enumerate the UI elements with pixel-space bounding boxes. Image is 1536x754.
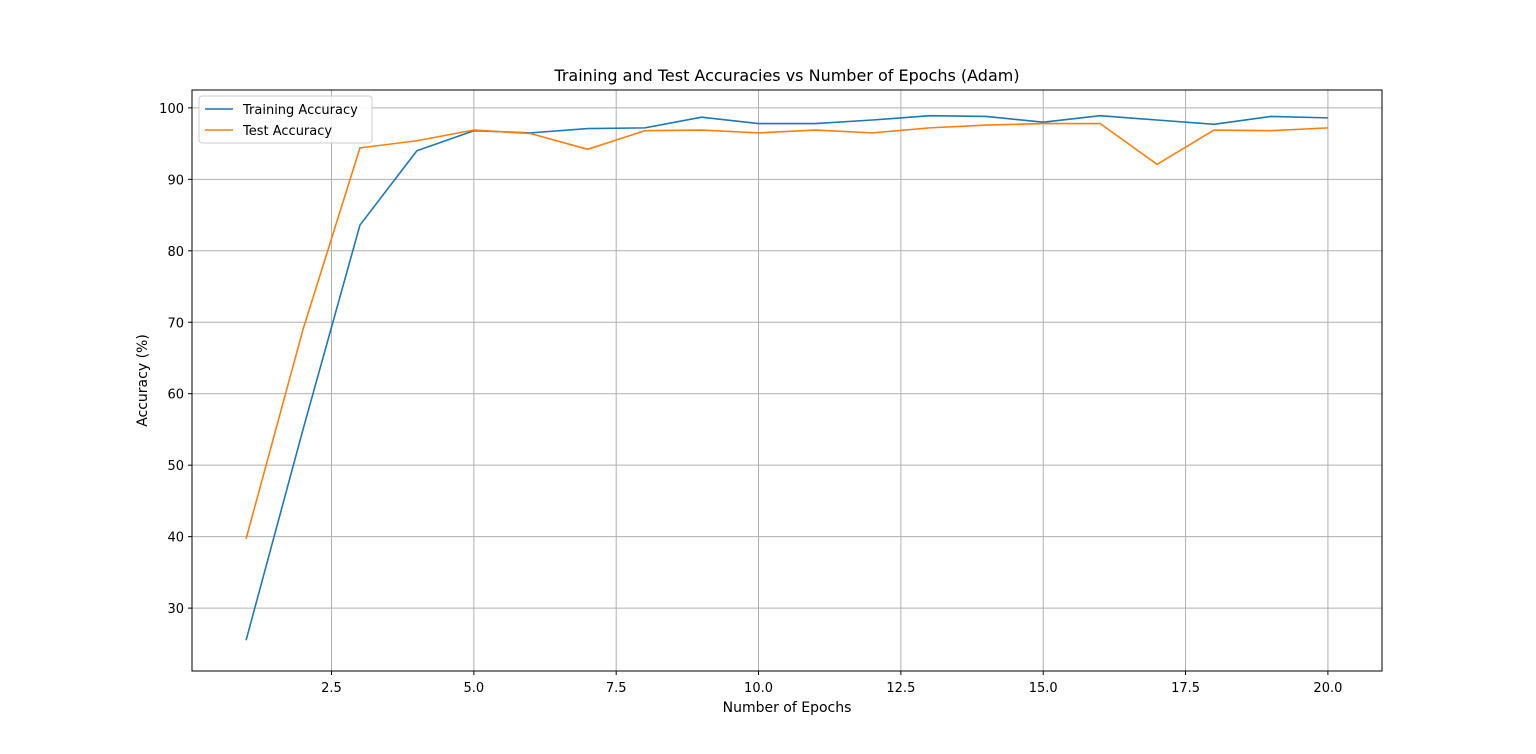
- grid: [192, 90, 1382, 671]
- plot-frame: [191, 89, 1383, 672]
- x-tick-label: 5.0: [463, 681, 484, 696]
- y-tick-label: 100: [159, 102, 184, 117]
- x-tick-label: 10.0: [744, 681, 773, 696]
- y-tick-label: 50: [167, 459, 184, 474]
- y-tick-label: 30: [167, 602, 184, 617]
- legend-box: [198, 95, 373, 144]
- legend: Training Accuracy Test Accuracy: [198, 95, 373, 144]
- legend-label-test-accuracy: Test Accuracy: [242, 124, 332, 139]
- x-tick-label: 15.0: [1029, 681, 1058, 696]
- chart-title: Training and Test Accuracies vs Number o…: [553, 66, 1019, 85]
- y-tick-label: 40: [167, 531, 184, 546]
- x-tick-label: 20.0: [1313, 681, 1342, 696]
- x-tick-label: 17.5: [1171, 681, 1200, 696]
- x-tick-label: 2.5: [321, 681, 342, 696]
- series-lines: [245, 114, 1328, 641]
- y-tick-label: 80: [167, 245, 184, 260]
- y-tick-label: 70: [167, 316, 184, 331]
- x-axis-label: Number of Epochs: [723, 700, 852, 716]
- y-axis-label: Accuracy (%): [135, 334, 151, 427]
- axis-ticks: 2.5 5.0 7.5 10.0 12.5 15.0 17.5 20.0 30 40 50 60 70 8…: [159, 102, 1342, 696]
- series-line-training-accuracy: [245, 114, 1328, 641]
- x-tick-label: 12.5: [886, 681, 915, 696]
- y-tick-label: 90: [167, 173, 184, 188]
- legend-label-training-accuracy: Training Accuracy: [242, 103, 358, 118]
- x-tick-label: 7.5: [606, 681, 627, 696]
- y-tick-label: 60: [167, 388, 184, 403]
- series-line-test-accuracy: [245, 122, 1328, 539]
